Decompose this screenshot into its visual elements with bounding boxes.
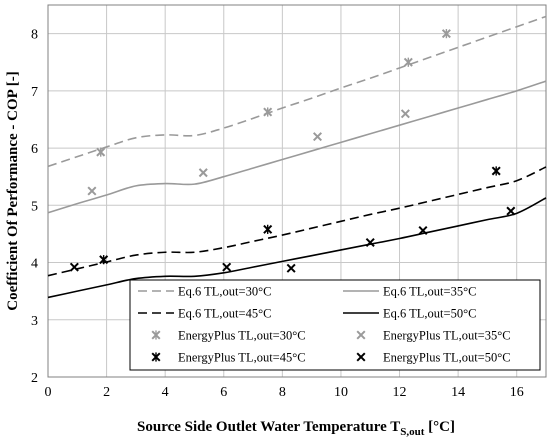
data-point-energyplus-tl-out-50-c	[418, 225, 428, 235]
series-line-eq-6-tl-out-35-c	[47, 80, 547, 214]
x-tick-label: 12	[393, 385, 407, 400]
data-point-energyplus-tl-out-35-c	[400, 109, 410, 119]
data-point-energyplus-tl-out-35-c	[87, 186, 97, 196]
data-point-energyplus-tl-out-50-c	[365, 238, 375, 248]
legend-item-energyplus-tl-out-30-c: EnergyPlus TL,out=30°C	[151, 329, 306, 343]
data-point-energyplus-tl-out-45-c	[491, 166, 501, 176]
data-point-energyplus-tl-out-45-c	[99, 255, 109, 265]
marker-stroke	[356, 330, 366, 340]
legend-item-energyplus-tl-out-50-c: EnergyPlus TL,out=50°C	[356, 351, 511, 365]
data-point-energyplus-tl-out-50-c	[69, 262, 79, 272]
legend-label: EnergyPlus TL,out=50°C	[383, 351, 511, 365]
data-point-energyplus-tl-out-30-c	[96, 147, 106, 157]
marker-stroke	[222, 262, 232, 272]
legend-label: EnergyPlus TL,out=30°C	[178, 329, 306, 343]
marker-stroke	[418, 225, 428, 235]
data-point-energyplus-tl-out-30-c	[403, 57, 413, 67]
legend-item-energyplus-tl-out-35-c: EnergyPlus TL,out=35°C	[356, 329, 511, 343]
marker-stroke	[506, 206, 516, 216]
legend-marker	[356, 330, 366, 340]
x-tick-label: 8	[279, 385, 286, 400]
x-axis-title-subscript: S,out	[400, 426, 424, 438]
marker-stroke	[198, 168, 208, 178]
series-line-eq-6-tl-out-50-c	[47, 197, 547, 299]
marker-stroke	[87, 186, 97, 196]
x-tick-label: 6	[220, 385, 227, 400]
x-tick-label: 4	[162, 385, 169, 400]
data-point-energyplus-tl-out-35-c	[198, 168, 208, 178]
legend-item-eq-6-tl-out-50-c: Eq.6 TL,out=50°C	[343, 307, 476, 321]
legend-label: EnergyPlus TL,out=45°C	[178, 351, 306, 365]
legend: Eq.6 TL,out=30°C Eq.6 TL,out=35°C Eq.6 TL,…	[129, 279, 541, 371]
data-point-energyplus-tl-out-50-c	[506, 206, 516, 216]
y-tick-label: 4	[31, 257, 38, 272]
marker-stroke	[365, 238, 375, 248]
y-tick-label: 8	[31, 28, 38, 43]
legend-marker	[356, 352, 366, 362]
marker-stroke	[286, 263, 296, 273]
x-tick-labels: 0 2 4 6 8 10 12 14 16	[45, 385, 524, 400]
legend-label: Eq.6 TL,out=50°C	[383, 307, 476, 321]
y-tick-label: 3	[31, 314, 38, 329]
legend-item-eq-6-tl-out-30-c: Eq.6 TL,out=30°C	[138, 285, 271, 299]
legend-label: Eq.6 TL,out=45°C	[178, 307, 271, 321]
legend-marker	[151, 330, 161, 340]
y-tick-label: 5	[31, 199, 38, 214]
y-tick-label: 7	[31, 85, 38, 100]
y-tick-label: 6	[31, 142, 38, 157]
y-tick-label: 2	[31, 371, 38, 386]
x-tick-label: 10	[334, 385, 348, 400]
data-point-energyplus-tl-out-45-c	[263, 224, 273, 234]
marker-stroke	[69, 262, 79, 272]
marker-stroke	[356, 352, 366, 362]
data-point-energyplus-tl-out-30-c	[263, 107, 273, 117]
data-point-energyplus-tl-out-30-c	[441, 29, 451, 39]
x-axis-title-main: Source Side Outlet Water Temperature T	[137, 419, 400, 435]
legend-marker	[151, 352, 161, 362]
data-point-energyplus-tl-out-35-c	[312, 132, 323, 142]
x-tick-label: 16	[510, 385, 524, 400]
y-axis-title: Coefficient Of Performance - COP [-]	[5, 71, 21, 310]
legend-item-eq-6-tl-out-45-c: Eq.6 TL,out=45°C	[138, 307, 271, 321]
series-line-eq-6-tl-out-30-c	[47, 15, 547, 168]
marker-stroke	[312, 132, 323, 142]
plot-area-border	[47, 4, 547, 378]
data-point-energyplus-tl-out-50-c	[222, 262, 232, 272]
series-line-eq-6-tl-out-45-c	[47, 166, 547, 277]
legend-box	[129, 279, 541, 371]
marker-stroke	[400, 109, 410, 119]
model-lines	[47, 15, 547, 299]
x-tick-label: 14	[451, 385, 465, 400]
y-tick-labels: 2 3 4 5 6 7 8	[31, 28, 38, 386]
x-tick-label: 0	[45, 385, 52, 400]
legend-label: EnergyPlus TL,out=35°C	[383, 329, 511, 343]
legend-label: Eq.6 TL,out=35°C	[383, 285, 476, 299]
simulation-markers	[69, 29, 516, 273]
legend-item-eq-6-tl-out-35-c: Eq.6 TL,out=35°C	[343, 285, 476, 299]
legend-label: Eq.6 TL,out=30°C	[178, 285, 271, 299]
data-point-energyplus-tl-out-50-c	[286, 263, 296, 273]
x-axis-title-unit: [°C]	[424, 419, 455, 435]
legend-item-energyplus-tl-out-45-c: EnergyPlus TL,out=45°C	[151, 351, 306, 365]
x-tick-label: 2	[103, 385, 110, 400]
x-axis-title: Source Side Outlet Water Temperature TS,…	[137, 419, 455, 438]
